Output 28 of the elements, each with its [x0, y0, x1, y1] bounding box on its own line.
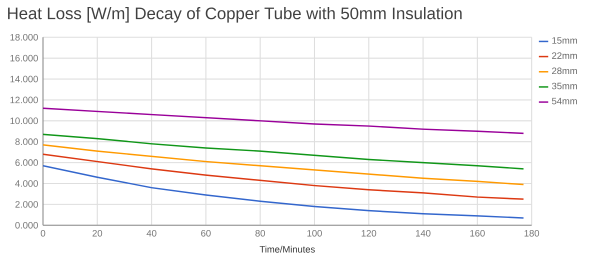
y-tick-label: 16.000: [10, 54, 38, 62]
x-tick-label: 140: [416, 230, 430, 237]
x-tick-label: 0: [40, 230, 46, 237]
x-tick-label: 160: [470, 230, 485, 237]
y-tick-label: 4.000: [15, 180, 38, 187]
y-tick-label: 6.000: [15, 159, 38, 166]
x-tick-label: 40: [146, 230, 156, 237]
y-tick-label: 14.000: [10, 76, 38, 82]
line-series: [43, 165, 524, 219]
legend-label: 22mm: [552, 52, 577, 59]
x-tick-label: 100: [307, 230, 322, 237]
x-tick-label: 80: [255, 230, 266, 237]
legend-label: 15mm: [552, 37, 577, 44]
x-axis-title: Time/Minutes: [260, 246, 315, 253]
y-tick-label: 8.000: [15, 138, 38, 146]
x-tick-label: 60: [201, 230, 211, 237]
y-tick-label: 12.000: [10, 96, 38, 104]
x-tick-label: 120: [362, 230, 376, 237]
x-tick-label: 20: [92, 230, 102, 237]
y-tick-label: 18.000: [10, 34, 38, 41]
y-tick-label: 10.000: [10, 118, 38, 124]
legend-label: 35mm: [552, 82, 577, 90]
legend-label: 54mm: [552, 98, 577, 104]
y-tick-label: 2.000: [15, 201, 38, 208]
legend-label: 28mm: [552, 68, 577, 74]
chart-title: Heat Loss [W/m] Decay of Copper Tube with 50mm Insulation: [8, 7, 462, 23]
x-tick-label: 180: [524, 230, 540, 237]
y-tick-label: 0.000: [15, 222, 38, 229]
